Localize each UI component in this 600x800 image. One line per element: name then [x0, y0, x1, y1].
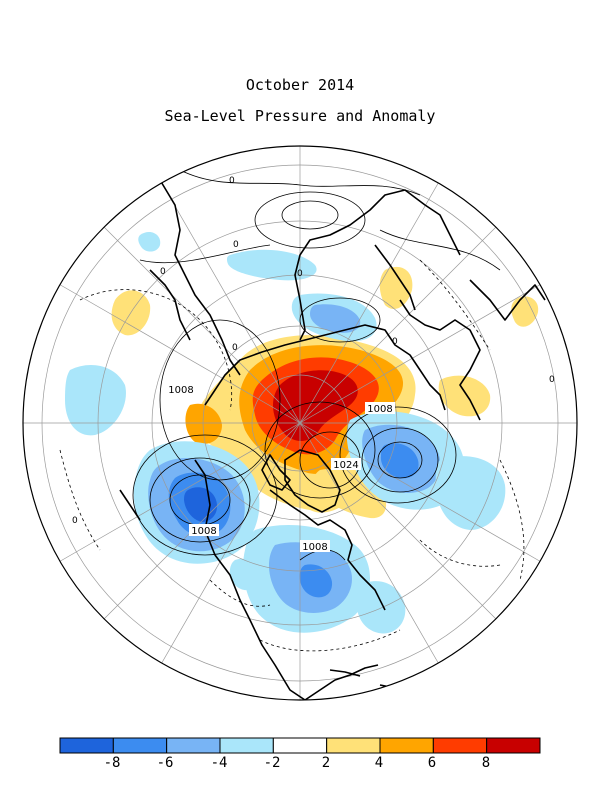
zero-label: 0 [229, 176, 235, 186]
colorbar-tick-label: -2 [264, 755, 281, 771]
anomaly-negative-south [356, 581, 406, 634]
colorbar-tick-label: 2 [322, 755, 330, 771]
colorbar-bins [59, 737, 541, 754]
coast-europe [399, 299, 481, 421]
colorbar-tick-label: 6 [428, 755, 436, 771]
contour-label-text: 1008 [302, 542, 327, 553]
contour-label-text: 1008 [168, 385, 193, 396]
anomaly-positive-atlantic [438, 375, 491, 417]
coast-kamchatka [149, 269, 191, 341]
contour-label-1: 1008 [166, 383, 196, 396]
colorbar-bin [166, 737, 221, 754]
anomaly-negative-america-dark [299, 564, 333, 598]
colorbar-tick-label: 8 [482, 755, 490, 771]
coast-japan [119, 489, 141, 521]
zero-label: 0 [160, 267, 166, 277]
contour-label-text: 1008 [191, 526, 216, 537]
contour-labels: 1008 1008 1024 1008 1008 [166, 383, 395, 553]
coast-africa [469, 279, 546, 321]
coast-greenland [284, 449, 341, 513]
coastlines [119, 179, 546, 700]
colorbar-tick-label: 4 [375, 755, 383, 771]
colorbar-bin [432, 737, 488, 754]
zero-label: 0 [233, 240, 239, 250]
colorbar-bin [486, 737, 541, 754]
coast-hudson [269, 489, 386, 611]
graticule [23, 146, 577, 700]
zero-label: 0 [392, 337, 398, 347]
anomaly-negative-north [226, 249, 317, 281]
anomaly-negative-siberia-dark [380, 443, 419, 479]
colorbar-bin [219, 737, 274, 754]
anomaly-shading [65, 231, 539, 634]
coast-north-america [194, 459, 379, 700]
contour-label-4: 1008 [189, 524, 219, 537]
contour-label-text: 1024 [333, 460, 358, 471]
colorbar-bin [326, 737, 381, 754]
colorbar-tick-label: -8 [104, 755, 121, 771]
contour-label-2: 1008 [365, 402, 395, 415]
zero-label: 0 [232, 343, 238, 353]
contour-label-text: 1008 [367, 404, 392, 415]
map-subtitle: Sea-Level Pressure and Anomaly [164, 107, 436, 125]
map-title: October 2014 [245, 76, 355, 94]
colorbar-bin [59, 737, 114, 754]
coast-asia-east [159, 179, 241, 376]
zero-label: 0 [549, 375, 555, 385]
zero-labels: 0 0 0 0 0 0 0 0 [72, 176, 555, 526]
contour-label-3: 1024 [331, 458, 361, 471]
map-border [22, 145, 578, 701]
coast-eurasia [204, 324, 446, 411]
colorbar-tick-label: -4 [211, 755, 228, 771]
colorbar-bin [379, 737, 434, 754]
anomaly-negative-ne [138, 231, 161, 252]
coast-arctic-islands [261, 454, 291, 491]
colorbar-bin [272, 737, 328, 754]
anomaly-negative-sw [229, 558, 261, 591]
coast-scandinavia [374, 244, 416, 311]
colorbar-bin [112, 737, 168, 754]
anomaly-positive-scandinavia [379, 266, 413, 310]
colorbar-tick-label: -6 [157, 755, 174, 771]
contour-label-5: 1008 [300, 540, 330, 553]
zero-label: 0 [72, 516, 78, 526]
zero-label: 0 [297, 269, 303, 279]
coast-siberia [294, 189, 461, 341]
colorbar-ticks: -8 -6 -4 -2 2 4 6 8 [104, 755, 491, 771]
anomaly-positive-alaska [185, 403, 222, 445]
anomaly-negative-west [65, 365, 126, 436]
anomaly-negative-europe-mid [310, 304, 361, 333]
